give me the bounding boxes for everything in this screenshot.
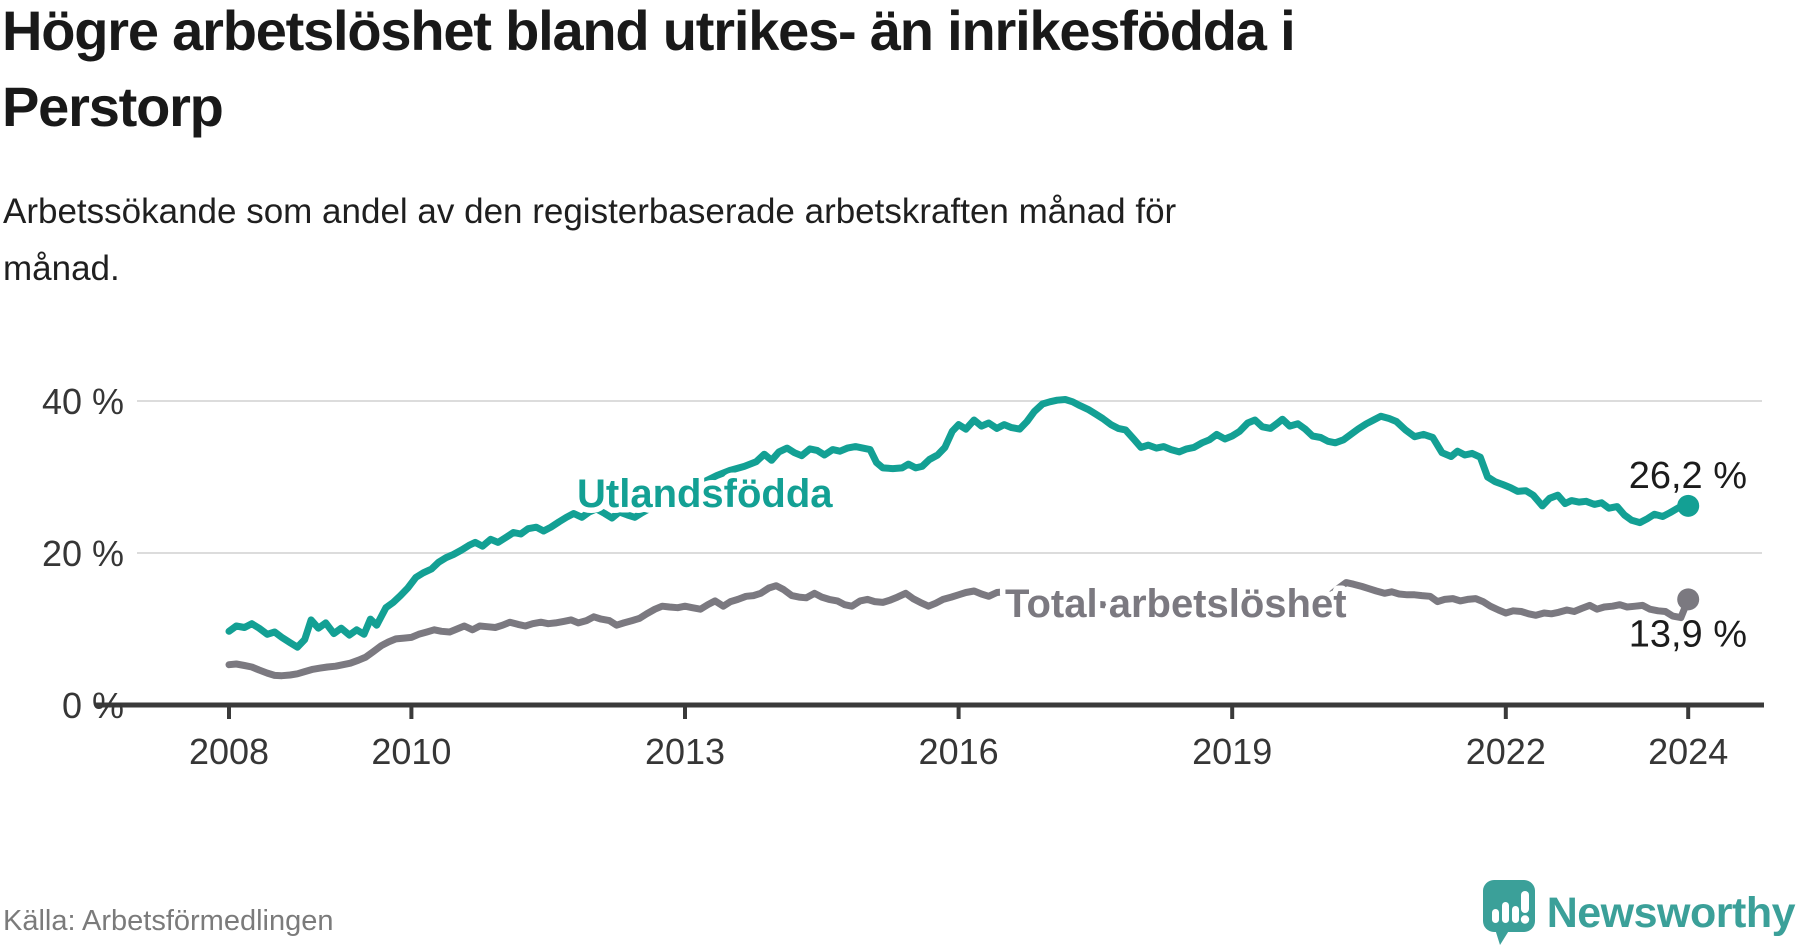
page-title: Högre arbetslöshet bland utrikes- än inr… (2, 0, 1296, 145)
x-tick-label: 2024 (1648, 731, 1728, 772)
y-tick-label: 40 % (42, 381, 124, 422)
title-line-2: Perstorp (2, 75, 224, 138)
x-tick-label: 2008 (189, 731, 269, 772)
x-tick-label: 2019 (1192, 731, 1272, 772)
newsworthy-wordmark: Newsworthy (1546, 888, 1796, 937)
newsworthy-logo: Newsworthy (1482, 880, 1796, 946)
series-label-total: Total arbetslöshet (1005, 582, 1347, 626)
title-line-1: Högre arbetslöshet bland utrikes- än inr… (2, 0, 1296, 62)
x-tick-label: 2013 (645, 731, 725, 772)
series-line-total (225, 579, 1692, 680)
end-value-label-utlandsfodda: 26,2 % (1629, 455, 1747, 497)
x-tick-label: 2022 (1466, 731, 1546, 772)
series-line-utlandsfodda (225, 396, 1692, 651)
source-note: Källa: Arbetsförmedlingen (3, 905, 334, 937)
end-dot-utlandsfodda (1677, 494, 1700, 517)
newsworthy-icon (1482, 880, 1535, 945)
x-tick-label: 2016 (919, 731, 999, 772)
chart-subtitle: Arbetssökande som andel av den registerb… (3, 183, 1176, 297)
y-tick-label: 0 % (62, 685, 124, 726)
subtitle-line-1: Arbetssökande som andel av den registerb… (3, 192, 1177, 231)
end-dot-total (1677, 588, 1700, 611)
x-tick-label: 2010 (371, 731, 451, 772)
series-label-utlandsfodda: Utlandsfödda (577, 472, 833, 516)
y-tick-label: 20 % (42, 533, 124, 574)
end-value-label-total: 13,9 % (1629, 613, 1747, 655)
subtitle-line-2: månad. (3, 249, 120, 288)
